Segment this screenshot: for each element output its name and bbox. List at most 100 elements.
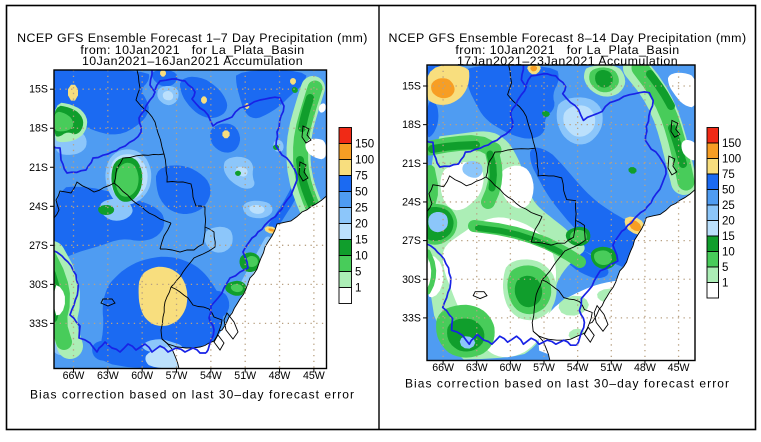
legend-box <box>706 282 719 299</box>
country-border <box>507 65 536 149</box>
lon-label: 45W <box>303 370 325 382</box>
lon-label: 57W <box>166 370 188 382</box>
legend-value: 75 <box>355 171 368 183</box>
country-border <box>541 279 593 324</box>
basin-outline <box>427 65 528 168</box>
left-map <box>53 69 328 370</box>
country-border <box>541 219 586 281</box>
contour-fill-blue_50_75 <box>54 186 165 260</box>
lon-label: 60W <box>131 370 153 382</box>
contour-fill-yellow <box>138 266 188 326</box>
legend-box <box>706 158 719 175</box>
lat-label: 30S <box>29 279 48 291</box>
legend-box <box>706 220 719 237</box>
country-border <box>163 153 207 228</box>
contour-fill-white_lt_1 <box>305 138 327 160</box>
coastline <box>589 189 695 324</box>
lake-outline <box>583 326 595 344</box>
legend-box <box>338 175 352 192</box>
legend-box <box>706 251 719 268</box>
contour-fill-green_10_15 <box>291 87 298 93</box>
legend-value: 20 <box>355 219 368 231</box>
contour-fill-blue_15_20 <box>563 105 596 137</box>
titles-left: NCEP GFS Ensemble Forecast 1–7 Day Preci… <box>17 31 367 402</box>
country-borders <box>427 65 593 361</box>
lat-label: 18S <box>402 119 421 131</box>
contour-fill-blue_20_25 <box>100 198 133 221</box>
contour-fill-blue_50_75 <box>156 165 211 214</box>
legend-value: 25 <box>722 200 735 212</box>
country-border <box>159 227 206 253</box>
lat-label: 30S <box>402 274 421 286</box>
contour-fill-orange <box>268 228 275 232</box>
legend-value: 10 <box>722 247 735 259</box>
lake-outline <box>223 312 239 340</box>
lake-outline <box>301 125 312 144</box>
legend-value: 75 <box>722 169 735 181</box>
contour-fill-blue_50_75 <box>466 65 559 139</box>
lon-label: 51W <box>234 370 256 382</box>
contour-fill-blue_20_25 <box>204 226 233 253</box>
country-border <box>54 181 115 219</box>
lake-outline <box>670 119 681 138</box>
right-map <box>426 64 696 362</box>
lon-label: 60W <box>499 362 521 374</box>
legend-box <box>706 173 719 190</box>
contour-fill-green_5_10 <box>54 111 74 132</box>
lake-outline <box>593 304 609 333</box>
contour-band-green_10_15 <box>646 70 675 110</box>
contour-fill-blue_15_20 <box>162 91 174 101</box>
lon-label: 63W <box>466 362 488 374</box>
lat-label: 21S <box>402 158 421 170</box>
lake-outline <box>298 161 309 182</box>
lake-outline <box>667 155 678 176</box>
country-border <box>161 338 180 369</box>
contour-fill-green_5_10 <box>594 250 612 265</box>
legend-box <box>338 239 352 256</box>
basin-outline <box>54 70 156 174</box>
contour-fill-green_10_15 <box>98 205 115 215</box>
legend-box <box>338 271 352 288</box>
legend-box <box>338 255 352 272</box>
contour-fill-yellow <box>222 130 230 139</box>
lon-label: 66W <box>63 370 85 382</box>
contour-fill-blue_50_75 <box>236 70 307 119</box>
legend-value: 100 <box>355 155 374 167</box>
country-borders <box>54 70 223 369</box>
lake-outline <box>100 298 116 307</box>
lat-label: 18S <box>29 123 48 135</box>
country-border <box>530 216 543 243</box>
country-border <box>170 286 223 332</box>
contour-fill-white_lt_1 <box>54 285 65 316</box>
contour-band-green_10_15 <box>668 124 687 168</box>
legend-value: 1 <box>722 278 728 290</box>
legend-box <box>706 142 719 159</box>
contour-fill-yellow <box>68 84 78 101</box>
contour-fill-orange <box>530 66 537 72</box>
contour-band-green_10_15 <box>428 141 480 153</box>
contour-band-green_10_15 <box>298 94 314 132</box>
basin-outline <box>525 73 667 346</box>
map-frame <box>426 64 696 362</box>
lat-label: 27S <box>29 240 48 252</box>
basin-outline <box>154 78 298 354</box>
legend-box <box>706 127 719 144</box>
lon-label: 63W <box>97 370 119 382</box>
contour-fill-blue_20_25 <box>428 212 448 233</box>
legend-right: 150 100 75 50 25 20 15 10 5 1 <box>706 127 741 299</box>
country-border <box>427 175 487 212</box>
legend-value: 150 <box>722 138 741 150</box>
legend-box <box>338 143 352 160</box>
titles-right: NCEP GFS Ensemble Forecast 8–14 Day Prec… <box>388 31 746 391</box>
legend-value: 100 <box>722 154 741 166</box>
contour-band-green_5_10 <box>427 249 437 295</box>
contour-fill-blue_15_20 <box>249 205 265 214</box>
legend-box <box>338 207 352 224</box>
lon-label: 45W <box>668 362 690 374</box>
legend-box <box>338 223 352 240</box>
lat-label: 27S <box>402 235 421 247</box>
basin-outline <box>54 249 206 354</box>
panel-title-line2: from: 10Jan2021 for La_Plata_Basin <box>80 43 304 57</box>
map-fill-layer-right <box>427 65 695 361</box>
